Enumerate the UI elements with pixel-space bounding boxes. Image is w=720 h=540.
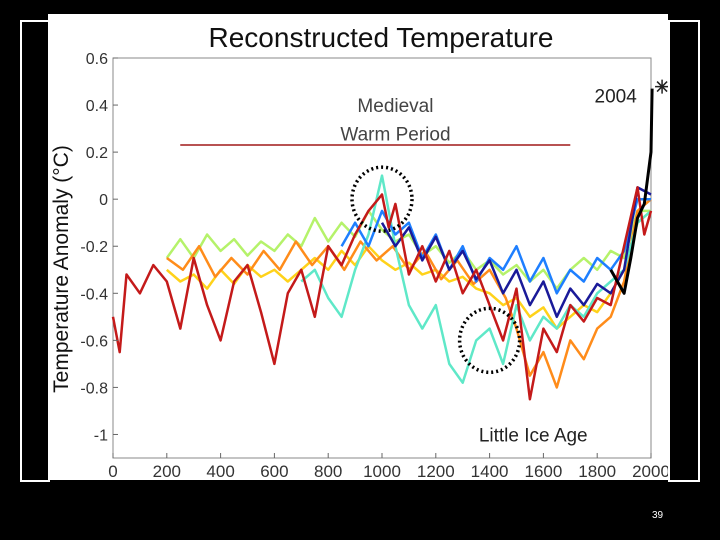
y-tick-label-6: -0.6 bbox=[80, 333, 108, 350]
series-line-5 bbox=[380, 186, 652, 319]
series-line-4 bbox=[340, 197, 651, 295]
chart-panel: Reconstructed Temperature Temperature An… bbox=[48, 14, 668, 480]
y-tick-label-7: -0.8 bbox=[80, 380, 108, 397]
asterisk-icon bbox=[655, 79, 668, 94]
little-ice-age-dotted-circle bbox=[457, 306, 522, 375]
series-line-7 bbox=[609, 88, 654, 295]
little-ice-age-label: Little Ice Age bbox=[479, 426, 588, 447]
series-layer bbox=[111, 88, 654, 401]
medieval-dotted-circle bbox=[350, 165, 414, 233]
ticks-layer: 0 200 400 600 800 1000 1200 1400 1600 1800 2000 0.6… bbox=[80, 51, 668, 480]
y-tick-label-3: 0 bbox=[99, 192, 108, 209]
chart-title: Reconstructed Temperature bbox=[209, 22, 554, 53]
x-tick-label-6: 1200 bbox=[417, 462, 455, 480]
y-tick-label-0: 0.6 bbox=[86, 51, 108, 68]
y-axis-label: Temperature Anomaly (°C) bbox=[50, 145, 73, 393]
y-tick-label-4: -0.2 bbox=[80, 239, 108, 256]
y-tick-label-5: -0.4 bbox=[80, 286, 108, 303]
temperature-chart: Reconstructed Temperature Temperature An… bbox=[50, 22, 668, 480]
slide-number: 39 bbox=[652, 510, 664, 521]
x-tick-label-3: 600 bbox=[260, 462, 288, 480]
y-tick-label-8: -1 bbox=[94, 427, 108, 444]
annotation-layer: Medieval Warm Period Little Ice Age 2004 bbox=[180, 79, 668, 447]
marker-2004-label: 2004 bbox=[595, 87, 638, 108]
series-line-3 bbox=[300, 174, 652, 384]
x-tick-label-0: 0 bbox=[108, 462, 117, 480]
series-line-6 bbox=[111, 186, 653, 401]
y-tick-label-1: 0.4 bbox=[86, 98, 108, 115]
frame-left bbox=[20, 20, 50, 482]
x-tick-label-9: 1800 bbox=[578, 462, 616, 480]
medieval-label-line2: Warm Period bbox=[340, 124, 450, 145]
frame-right bbox=[668, 20, 700, 482]
x-tick-label-10: 2000 bbox=[632, 462, 668, 480]
x-tick-label-1: 200 bbox=[153, 462, 181, 480]
x-tick-label-7: 1400 bbox=[471, 462, 509, 480]
x-tick-label-2: 400 bbox=[206, 462, 234, 480]
x-tick-label-5: 1000 bbox=[363, 462, 401, 480]
medieval-label-line1: Medieval bbox=[357, 96, 433, 117]
x-tick-label-4: 800 bbox=[314, 462, 342, 480]
y-tick-label-2: 0.2 bbox=[86, 145, 108, 162]
x-tick-label-8: 1600 bbox=[524, 462, 562, 480]
